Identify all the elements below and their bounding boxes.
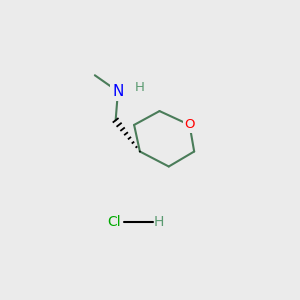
Text: O: O [184,118,195,131]
Text: Cl: Cl [108,215,121,229]
Text: H: H [135,82,145,94]
Text: N: N [112,84,124,99]
Text: H: H [153,215,164,229]
